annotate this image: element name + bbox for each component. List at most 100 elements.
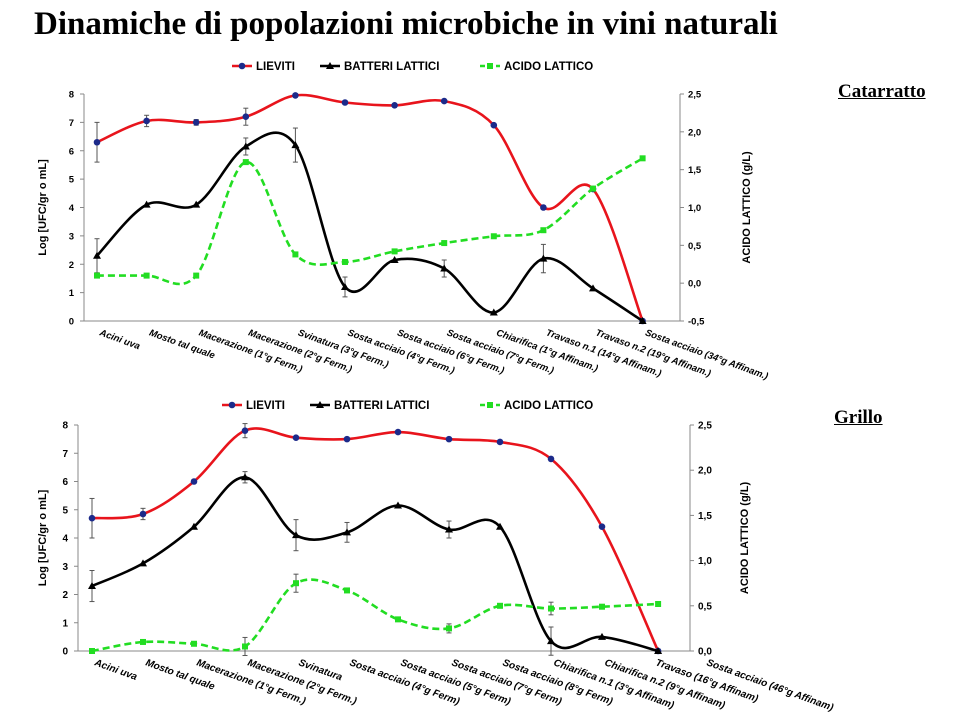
data-point-acido bbox=[293, 580, 299, 587]
data-point-acido bbox=[342, 258, 348, 265]
y-tick-label-left: 6 bbox=[69, 146, 74, 157]
legend-label: BATTERI LATTICI bbox=[344, 61, 439, 73]
data-point-acido bbox=[193, 272, 200, 279]
y-tick-label-right: 1,5 bbox=[698, 511, 712, 522]
data-point-lieviti bbox=[394, 428, 402, 436]
y-tick-label-left: 0 bbox=[69, 317, 74, 328]
data-point-acido bbox=[391, 248, 398, 255]
variety-label-grillo: Grillo bbox=[834, 407, 883, 428]
legend-label: ACIDO LATTICO bbox=[504, 61, 593, 73]
data-point-lieviti bbox=[445, 435, 453, 443]
y-tick-label-right: -0,5 bbox=[688, 317, 705, 328]
data-point-batteri bbox=[241, 473, 249, 481]
data-point-acido bbox=[655, 600, 662, 607]
y-tick-label-right: 0,0 bbox=[698, 647, 712, 658]
data-point-batteri bbox=[139, 559, 147, 567]
data-point-acido bbox=[497, 602, 503, 609]
legend-marker bbox=[326, 62, 334, 69]
data-point-batteri bbox=[539, 254, 548, 262]
y-tick-label-right: 0,5 bbox=[688, 241, 702, 252]
y-tick-label-right: 2,0 bbox=[698, 466, 712, 477]
data-point-batteri bbox=[496, 522, 504, 530]
data-point-lieviti bbox=[598, 523, 606, 530]
y-tick-label-left: 0 bbox=[62, 647, 68, 658]
y-tick-label-left: 4 bbox=[69, 203, 75, 214]
data-point-lieviti bbox=[343, 435, 351, 443]
data-point-lieviti bbox=[241, 427, 249, 434]
data-point-acido bbox=[490, 233, 497, 240]
data-point-acido bbox=[140, 638, 146, 645]
data-point-acido bbox=[242, 159, 249, 166]
legend-label: LIEVITI bbox=[246, 400, 285, 412]
data-point-batteri bbox=[190, 522, 198, 530]
data-point-lieviti bbox=[391, 102, 398, 109]
data-point-lieviti bbox=[496, 438, 504, 446]
data-point-acido bbox=[242, 643, 248, 650]
data-point-batteri bbox=[589, 284, 597, 292]
data-point-acido bbox=[89, 648, 95, 654]
legend-label: LIEVITI bbox=[256, 61, 295, 73]
y-tick-label-right: 2,5 bbox=[698, 421, 712, 432]
legend-marker bbox=[487, 63, 493, 69]
series-line bbox=[91, 578, 659, 653]
data-point-lieviti bbox=[190, 478, 198, 485]
data-point-acido bbox=[395, 616, 401, 623]
data-point-batteri bbox=[654, 647, 663, 654]
data-point-lieviti bbox=[139, 510, 147, 518]
data-point-lieviti bbox=[93, 138, 101, 146]
y-tick-label-right: 2,0 bbox=[688, 127, 701, 138]
legend-marker bbox=[487, 402, 493, 408]
y-tick-label-left: 6 bbox=[62, 477, 68, 488]
data-point-acido bbox=[94, 272, 100, 279]
data-point-batteri bbox=[341, 282, 349, 290]
data-point-batteri bbox=[638, 317, 647, 324]
data-point-lieviti bbox=[341, 99, 349, 106]
legend-marker bbox=[238, 62, 246, 70]
y-tick-label-left: 7 bbox=[69, 118, 74, 129]
y-axis-label-left: Log [UFC/gr o mL] bbox=[37, 159, 49, 256]
legend-marker bbox=[316, 401, 324, 408]
data-point-lieviti bbox=[143, 117, 150, 125]
y-tick-label-left: 4 bbox=[62, 534, 68, 545]
y-tick-label-left: 3 bbox=[62, 562, 68, 573]
y-tick-label-right: 1,0 bbox=[698, 556, 712, 567]
data-point-acido bbox=[540, 227, 547, 234]
y-tick-label-right: 1,5 bbox=[688, 165, 702, 176]
legend-label: ACIDO LATTICO bbox=[504, 400, 593, 412]
x-tick-label: Acini uva bbox=[92, 657, 139, 683]
y-tick-label-left: 8 bbox=[62, 421, 68, 432]
data-point-batteri bbox=[291, 141, 300, 149]
data-point-batteri bbox=[241, 142, 250, 150]
y-tick-label-left: 2 bbox=[69, 260, 74, 271]
data-point-lieviti bbox=[192, 119, 200, 126]
data-point-batteri bbox=[142, 200, 151, 208]
data-point-batteri bbox=[547, 637, 555, 645]
data-point-lieviti bbox=[292, 434, 300, 442]
data-point-acido bbox=[599, 603, 605, 610]
data-point-lieviti bbox=[540, 204, 547, 211]
data-point-acido bbox=[590, 185, 596, 192]
legend-marker bbox=[228, 401, 236, 409]
data-point-acido bbox=[441, 240, 448, 247]
y-tick-label-left: 2 bbox=[62, 590, 68, 601]
data-point-acido bbox=[344, 587, 350, 594]
y-tick-label-right: 0,0 bbox=[688, 279, 701, 290]
data-point-lieviti bbox=[242, 113, 250, 120]
y-tick-label-left: 1 bbox=[62, 618, 68, 629]
data-point-acido bbox=[191, 640, 197, 647]
legend-label: BATTERI LATTICI bbox=[334, 400, 429, 412]
y-tick-label-left: 8 bbox=[69, 90, 74, 101]
data-point-batteri bbox=[489, 308, 498, 316]
series-line bbox=[91, 476, 659, 653]
data-point-acido bbox=[143, 272, 150, 279]
y-tick-label-right: 2,5 bbox=[688, 90, 702, 101]
data-point-lieviti bbox=[292, 92, 299, 99]
data-point-batteri bbox=[394, 501, 402, 509]
data-point-batteri bbox=[440, 264, 449, 272]
data-point-acido bbox=[548, 605, 554, 612]
data-point-acido bbox=[446, 625, 452, 632]
data-point-acido bbox=[639, 155, 646, 162]
data-point-batteri bbox=[445, 525, 453, 533]
